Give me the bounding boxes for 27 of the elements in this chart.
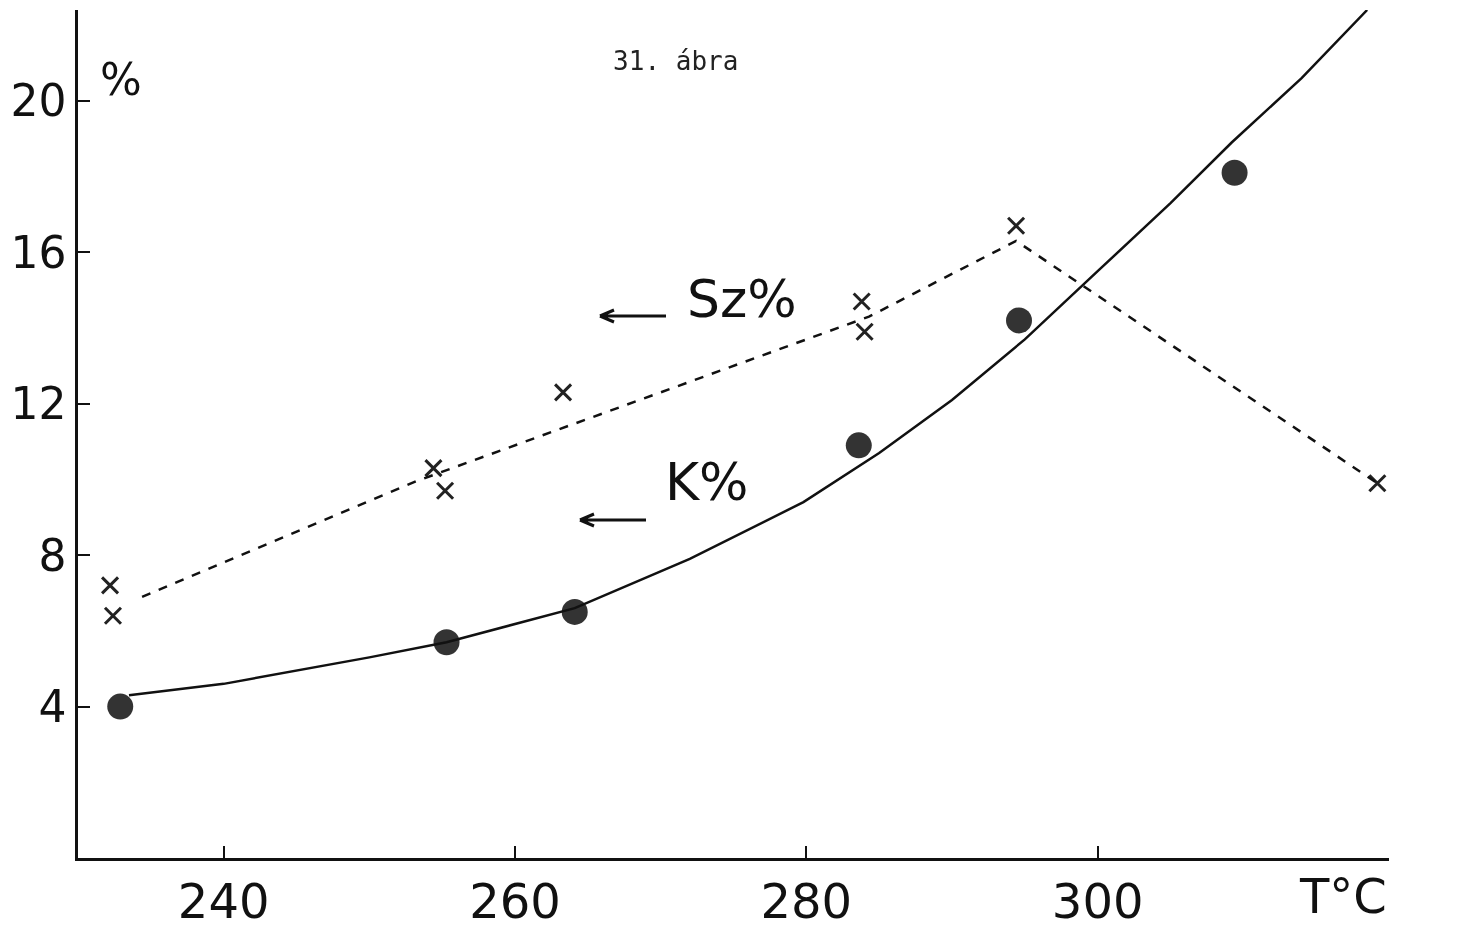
y-tick-label: 20 [10, 75, 67, 127]
point [1367, 473, 1387, 493]
point [852, 292, 872, 311]
point [553, 382, 573, 402]
point [103, 606, 123, 626]
point [100, 575, 120, 595]
y-tick-label: 8 [38, 529, 67, 581]
x-axis-title: T°C [1299, 868, 1387, 924]
point [1221, 159, 1248, 186]
text: 31. ábra [613, 45, 739, 76]
point [1006, 216, 1026, 236]
x-tick-label: 280 [760, 873, 853, 930]
point [107, 693, 134, 720]
y-tick-label: 4 [38, 680, 67, 732]
y-tick-label: 16 [10, 226, 67, 278]
annotation: Sz% [687, 269, 797, 329]
point [423, 458, 443, 478]
point [1006, 307, 1033, 334]
annotation: K% [665, 452, 749, 512]
point [435, 481, 455, 501]
point [855, 322, 875, 342]
point [845, 432, 872, 459]
x-tick-label: 240 [177, 873, 270, 930]
y-axis-title: % [100, 54, 142, 105]
x-tick-label: 260 [469, 873, 561, 930]
x-tick-label: 300 [1051, 873, 1144, 930]
y-tick-label: 12 [10, 378, 67, 430]
